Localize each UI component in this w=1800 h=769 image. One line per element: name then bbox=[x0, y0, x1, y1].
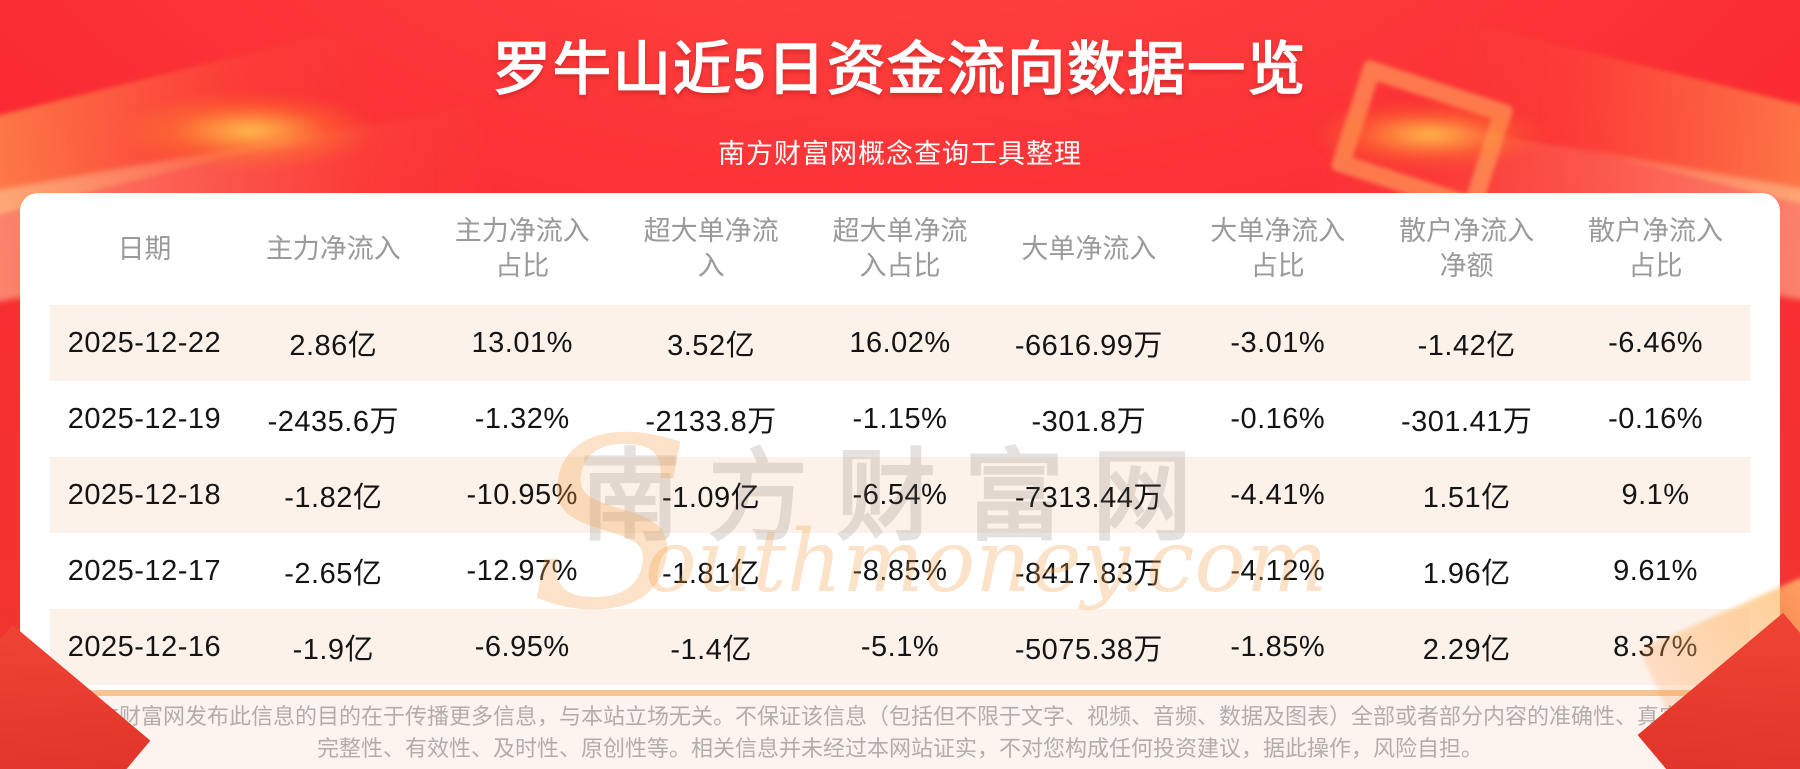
page-header: 罗牛山近5日资金流向数据一览 南方财富网概念查询工具整理 bbox=[0, 0, 1800, 171]
table-cell: -10.95% bbox=[466, 478, 578, 511]
table-cell: -3.01% bbox=[1230, 326, 1326, 359]
column-header: 日期 bbox=[117, 233, 172, 264]
table-cell: 1.51亿 bbox=[1422, 482, 1511, 514]
table-cell: -2435.6万 bbox=[267, 406, 399, 438]
column-header: 主力净流入 bbox=[265, 233, 401, 264]
table-cell: -1.09亿 bbox=[662, 482, 761, 514]
table-row: 2025-12-19 -2435.6万 -1.32% -2133.8万 -1.15% -3… bbox=[50, 381, 1750, 457]
column-header: 散户净流入 净额 bbox=[1399, 216, 1535, 281]
table-cell: -2133.8万 bbox=[645, 406, 777, 438]
column-header: 大单净流入 占比 bbox=[1210, 216, 1346, 281]
table-cell: -5075.38万 bbox=[1014, 634, 1163, 666]
table-cell: 2025-12-19 bbox=[67, 402, 222, 435]
table-cell: -301.8万 bbox=[1031, 406, 1147, 438]
table-row: 2025-12-18 -1.82亿 -10.95% -1.09亿 -6.54% -7313… bbox=[50, 457, 1750, 533]
table-cell: -0.16% bbox=[1608, 402, 1703, 435]
table-cell: -1.32% bbox=[474, 402, 570, 435]
table-cell: -1.81亿 bbox=[662, 558, 761, 590]
column-header: 大单净流入 bbox=[1021, 233, 1157, 264]
table-cell: -1.15% bbox=[852, 402, 948, 435]
table-cell: 16.02% bbox=[849, 326, 951, 359]
table-cell: -6.46% bbox=[1608, 326, 1703, 359]
table-cell: -4.12% bbox=[1230, 554, 1326, 587]
column-header: 超大单净流 入 bbox=[643, 216, 779, 281]
table-cell: 2025-12-22 bbox=[67, 326, 222, 359]
table-cell: 2025-12-17 bbox=[67, 554, 222, 587]
table-cell: -7313.44万 bbox=[1014, 482, 1163, 514]
column-header: 主力净流入 占比 bbox=[454, 216, 590, 281]
disclaimer-line-2: 完整性、有效性、及时性、原创性等。相关信息并未经过本网站证实，不对您构成任何投资… bbox=[316, 735, 1483, 761]
table-header-row: 日期 主力净流入 主力净流入 占比 超大单净流 入超大单净流 入占比 大单净流入 大单净流… bbox=[50, 193, 1750, 305]
table-cell: -6.54% bbox=[852, 478, 948, 511]
disclaimer-line-1: 南方财富网发布此信息的目的在于传播更多信息，与本站立场无关。不保证该信息（包括但… bbox=[74, 703, 1725, 729]
table-cell: 3.52亿 bbox=[667, 330, 756, 362]
table-cell: -4.41% bbox=[1230, 478, 1326, 511]
table-cell: -1.42亿 bbox=[1417, 330, 1516, 362]
table-cell: -12.97% bbox=[466, 554, 578, 587]
table-cell: -8.85% bbox=[852, 554, 948, 587]
table-cell: -5.1% bbox=[860, 630, 940, 663]
disclaimer-footer: 南方财富网发布此信息的目的在于传播更多信息，与本站立场无关。不保证该信息（包括但… bbox=[0, 690, 1800, 769]
column-header: 超大单净流 入占比 bbox=[832, 216, 968, 281]
table-row: 2025-12-16 -1.9亿 -6.95% -1.4亿 -5.1% -5075.38万… bbox=[50, 609, 1750, 685]
table-row: 2025-12-22 2.86亿 13.01% 3.52亿 16.02% -6616.99… bbox=[50, 305, 1750, 381]
table-cell: -0.16% bbox=[1230, 402, 1326, 435]
page-subtitle: 南方财富网概念查询工具整理 bbox=[718, 139, 1082, 169]
table-cell: 1.96亿 bbox=[1422, 558, 1511, 590]
table-cell: -6616.99万 bbox=[1014, 330, 1163, 362]
page-title: 罗牛山近5日资金流向数据一览 bbox=[492, 37, 1308, 102]
table-row: 2025-12-17 -2.65亿 -12.97% -1.81亿 -8.85% -8417… bbox=[50, 533, 1750, 609]
table-body: 2025-12-22 2.86亿 13.01% 3.52亿 16.02% -6616.99… bbox=[50, 305, 1750, 685]
table-cell: -8417.83万 bbox=[1014, 558, 1163, 590]
table-cell: 2025-12-16 bbox=[67, 630, 222, 663]
table-cell: -1.4亿 bbox=[670, 634, 752, 666]
table-cell: -1.9亿 bbox=[292, 634, 375, 666]
fund-flow-table-card: 日期 主力净流入 主力净流入 占比 超大单净流 入超大单净流 入占比 大单净流入 大单净流… bbox=[20, 193, 1780, 690]
table-cell: 9.61% bbox=[1613, 554, 1698, 587]
table-cell: 13.01% bbox=[471, 326, 573, 359]
table-cell: 8.37% bbox=[1613, 630, 1698, 663]
table-cell: 2.86亿 bbox=[289, 330, 378, 362]
table-cell: 9.1% bbox=[1621, 478, 1690, 511]
table-cell: -301.41万 bbox=[1400, 406, 1533, 438]
table-cell: 2.29亿 bbox=[1422, 634, 1511, 666]
table-cell: -1.82亿 bbox=[284, 482, 383, 514]
table-cell: -2.65亿 bbox=[284, 558, 383, 590]
column-header: 散户净流入 占比 bbox=[1588, 216, 1724, 281]
table-cell: 2025-12-18 bbox=[67, 478, 222, 511]
table-cell: -6.95% bbox=[474, 630, 570, 663]
table-cell: -1.85% bbox=[1230, 630, 1326, 663]
